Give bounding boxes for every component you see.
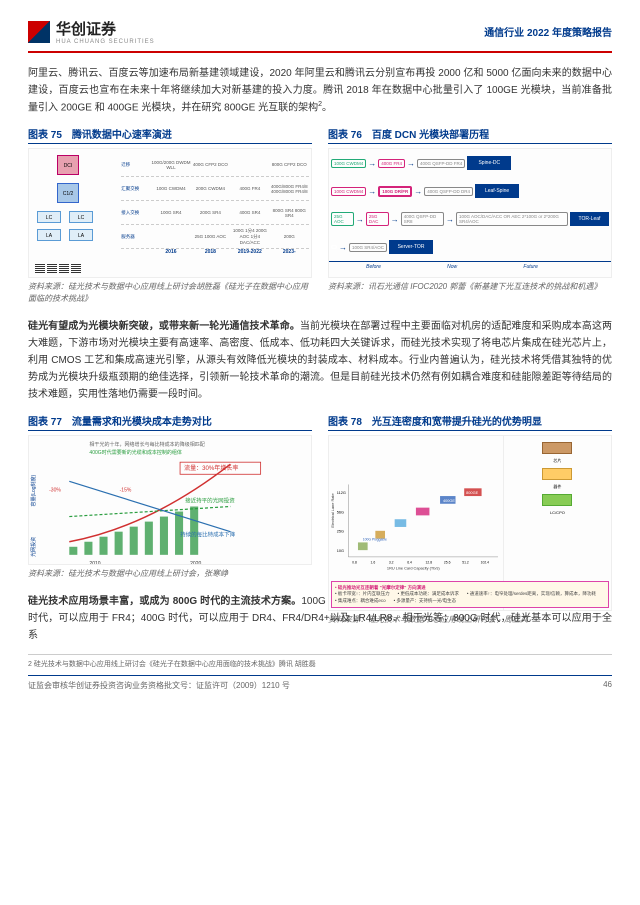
fig75-servers <box>35 263 81 273</box>
fig75-source: 资料来源：硅光技术与数据中心应用线上研讨会胡胜磊《硅光子在数据中心应用面临的技术… <box>28 281 312 303</box>
fig78-side-lccpo <box>542 494 572 506</box>
fig76-chart: 100G CWDM4→400G FR4→400G QSFP-DD FR4Spin… <box>328 148 612 278</box>
fig75-leaf-la: LA <box>37 229 61 241</box>
svg-text:3.2: 3.2 <box>389 560 394 564</box>
fig78-title: 图表 78 光互连密度和宽带提升硅光的优势明显 <box>328 413 612 431</box>
svg-text:10G: 10G <box>337 549 344 553</box>
logo: 华创证券 HUA CHUANG SECURITIES <box>28 18 155 45</box>
svg-text:12.8: 12.8 <box>426 560 433 564</box>
page-number: 46 <box>603 680 612 691</box>
svg-text:光网投资: 光网投资 <box>30 536 37 556</box>
fig75-title: 图表 75 腾讯数据中心速率演进 <box>28 126 312 144</box>
svg-text:相干光的十年，网络增长与每比特成本的降级相匹配: 相干光的十年，网络增长与每比特成本的降级相匹配 <box>89 441 204 448</box>
svg-text:2020: 2020 <box>190 561 201 565</box>
svg-text:56G: 56G <box>337 510 344 514</box>
fig78-chart: Electrical Lane Rate 10G 25G 56G 112G 400GE… <box>328 435 612 611</box>
fig77-title: 图表 77 流量需求和光模块成本走势对比 <box>28 413 312 431</box>
svg-text:Electrical Lane Rate: Electrical Lane Rate <box>331 493 335 528</box>
fig78-side-dev <box>542 468 572 480</box>
paragraph-1: 阿里云、腾讯云、百度云等加速布局新基建领域建设，2020 年阿里云和腾讯云分别宣… <box>28 65 612 116</box>
fig77-source: 资料来源：硅光技术与数据中心应用线上研讨会，张寒峥 <box>28 568 312 579</box>
svg-text:400GE: 400GE <box>443 499 455 503</box>
svg-text:流量：30%年增长率: 流量：30%年增长率 <box>184 464 238 472</box>
svg-text:-15%: -15% <box>120 487 132 493</box>
fig75-leaf-lc2: LC <box>69 211 93 223</box>
fig75-chart: DCI C1/2 LC LC LA LA 迁移100G/200G DWDM WL… <box>28 148 312 278</box>
fig75-hex-dci: DCI <box>57 155 79 175</box>
fig77-chart: 相干光的十年，网络增长与每比特成本的降级相匹配 400G时代需要新的光缆和成本控… <box>28 435 312 565</box>
fig75-hex-c12: C1/2 <box>57 183 79 203</box>
logo-icon <box>28 21 50 43</box>
svg-text:-30%: -30% <box>49 487 61 493</box>
footnote: 2 硅光技术与数据中心应用线上研讨会《硅光子在数据中心应用面临的技术挑战》腾讯 … <box>28 654 612 669</box>
fig76-title: 图表 76 百度 DCN 光模块部署历程 <box>328 126 612 144</box>
svg-text:持续的每比特成本下降: 持续的每比特成本下降 <box>180 530 236 538</box>
svg-text:400G时代需要新的光缆和成本控制的组体: 400G时代需要新的光缆和成本控制的组体 <box>89 449 182 456</box>
svg-text:0.8: 0.8 <box>352 560 357 564</box>
fig75-leaf-la2: LA <box>69 229 93 241</box>
svg-text:112G: 112G <box>337 491 346 495</box>
paragraph-2: 硅光有望成为光模块新突破，或带来新一轮光通信技术革命。当前光模块在部署过程中主要… <box>28 318 612 403</box>
logo-text-cn: 华创证券 <box>56 18 155 39</box>
svg-text:100G Pluggable: 100G Pluggable <box>363 537 387 541</box>
svg-text:6.4: 6.4 <box>407 560 412 564</box>
svg-text:容量(Log刻度): 容量(Log刻度) <box>30 474 37 506</box>
fig75-leaf-lc: LC <box>37 211 61 223</box>
svg-text:2010: 2010 <box>89 561 100 565</box>
svg-text:800GE: 800GE <box>466 491 478 495</box>
page-header: 华创证券 HUA CHUANG SECURITIES 通信行业 2022 年度策… <box>28 18 612 53</box>
svg-text:1RU Line Card Capacity (Tb/s): 1RU Line Card Capacity (Tb/s) <box>387 566 440 570</box>
report-title: 通信行业 2022 年度策略报告 <box>484 24 612 39</box>
svg-text:25.6: 25.6 <box>444 560 451 564</box>
svg-text:25G: 25G <box>337 529 344 533</box>
logo-text-en: HUA CHUANG SECURITIES <box>56 39 155 45</box>
fig78-side-chip <box>542 442 572 454</box>
svg-text:接近持平的光网投资: 接近持平的光网投资 <box>185 496 235 504</box>
svg-text:51.2: 51.2 <box>462 560 469 564</box>
svg-text:1.6: 1.6 <box>371 560 376 564</box>
fig76-source: 资料来源：讯石光通信 IFOC2020 郭蕾《新基建下光互连技术的挑战和机遇》 <box>328 281 612 292</box>
footer-left: 证监会审核华创证券投资咨询业务资格批文号：证监许可（2009）1210 号 <box>28 680 290 691</box>
svg-text:102.4: 102.4 <box>481 560 490 564</box>
page-footer: 证监会审核华创证券投资咨询业务资格批文号：证监许可（2009）1210 号 46 <box>28 675 612 691</box>
